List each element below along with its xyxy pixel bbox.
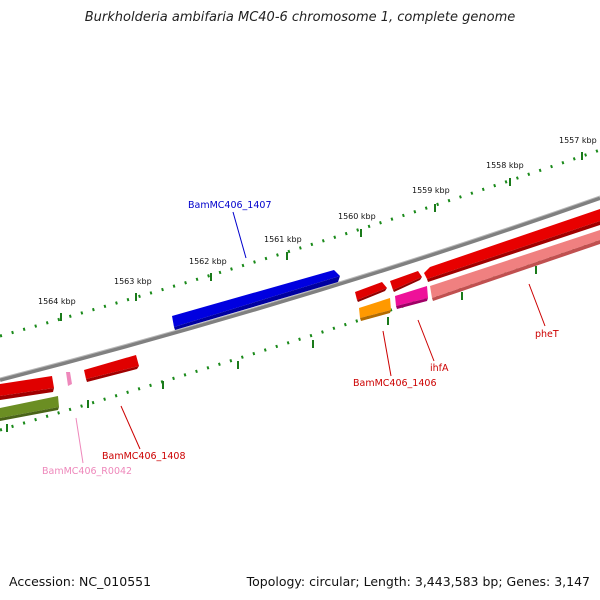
tick-label: 1560 kbp bbox=[338, 212, 376, 221]
leader-BamMC406_R0042 bbox=[75, 417, 84, 464]
gene-BamMC406_R0042[interactable] bbox=[66, 372, 72, 386]
leader-BamMC406_1408 bbox=[120, 405, 141, 450]
leader-BamMC406_1406 bbox=[382, 330, 392, 377]
inner-major-ticks bbox=[6, 266, 537, 432]
chromosome-backbone bbox=[0, 196, 600, 382]
gene-pheS-red[interactable] bbox=[424, 209, 600, 282]
gene-label-BamMC406_R0042[interactable]: BamMC406_R0042 bbox=[42, 466, 132, 477]
gene-label-pheT[interactable]: pheT bbox=[535, 329, 559, 340]
tick-label: 1558 kbp bbox=[486, 161, 524, 170]
gene-label-BamMC406_1408[interactable]: BamMC406_1408 bbox=[102, 451, 185, 462]
tick-label: 1562 kbp bbox=[189, 257, 227, 266]
tick-label: 1563 kbp bbox=[114, 277, 152, 286]
tick-label: 1557 kbp bbox=[559, 136, 597, 145]
gene-small-red-1[interactable] bbox=[355, 282, 387, 302]
leader-BamMC406_1407 bbox=[232, 211, 247, 259]
gene-BamMC406_1406[interactable] bbox=[359, 298, 391, 321]
outer-major-ticks bbox=[60, 152, 583, 321]
gene-pheT[interactable] bbox=[430, 230, 600, 301]
map-title: Burkholderia ambifaria MC40-6 chromosome… bbox=[84, 10, 516, 25]
tick-label: 1561 kbp bbox=[264, 235, 302, 244]
accession-label: Accession: NC_010551 bbox=[9, 574, 152, 589]
gene-label-ihfA[interactable]: ihfA bbox=[430, 363, 449, 374]
outer-tick-scale bbox=[0, 148, 600, 338]
leader-pheT bbox=[528, 283, 546, 327]
gene-small-red-2[interactable] bbox=[390, 271, 422, 292]
gene-left-olive[interactable] bbox=[0, 396, 59, 421]
gene-label-BamMC406_1407[interactable]: BamMC406_1407 bbox=[188, 200, 271, 211]
gene-label-BamMC406_1406[interactable]: BamMC406_1406 bbox=[353, 378, 436, 389]
gene-BamMC406_1407[interactable] bbox=[172, 270, 340, 330]
gene-left-red[interactable] bbox=[0, 376, 54, 400]
gene-ihfA[interactable] bbox=[395, 286, 428, 309]
leader-ihfA bbox=[417, 319, 435, 362]
gene-BamMC406_1408[interactable] bbox=[84, 355, 139, 382]
tick-label: 1559 kbp bbox=[412, 186, 450, 195]
genome-stats-label: Topology: circular; Length: 3,443,583 bp… bbox=[246, 574, 590, 589]
tick-label: 1564 kbp bbox=[38, 297, 76, 306]
